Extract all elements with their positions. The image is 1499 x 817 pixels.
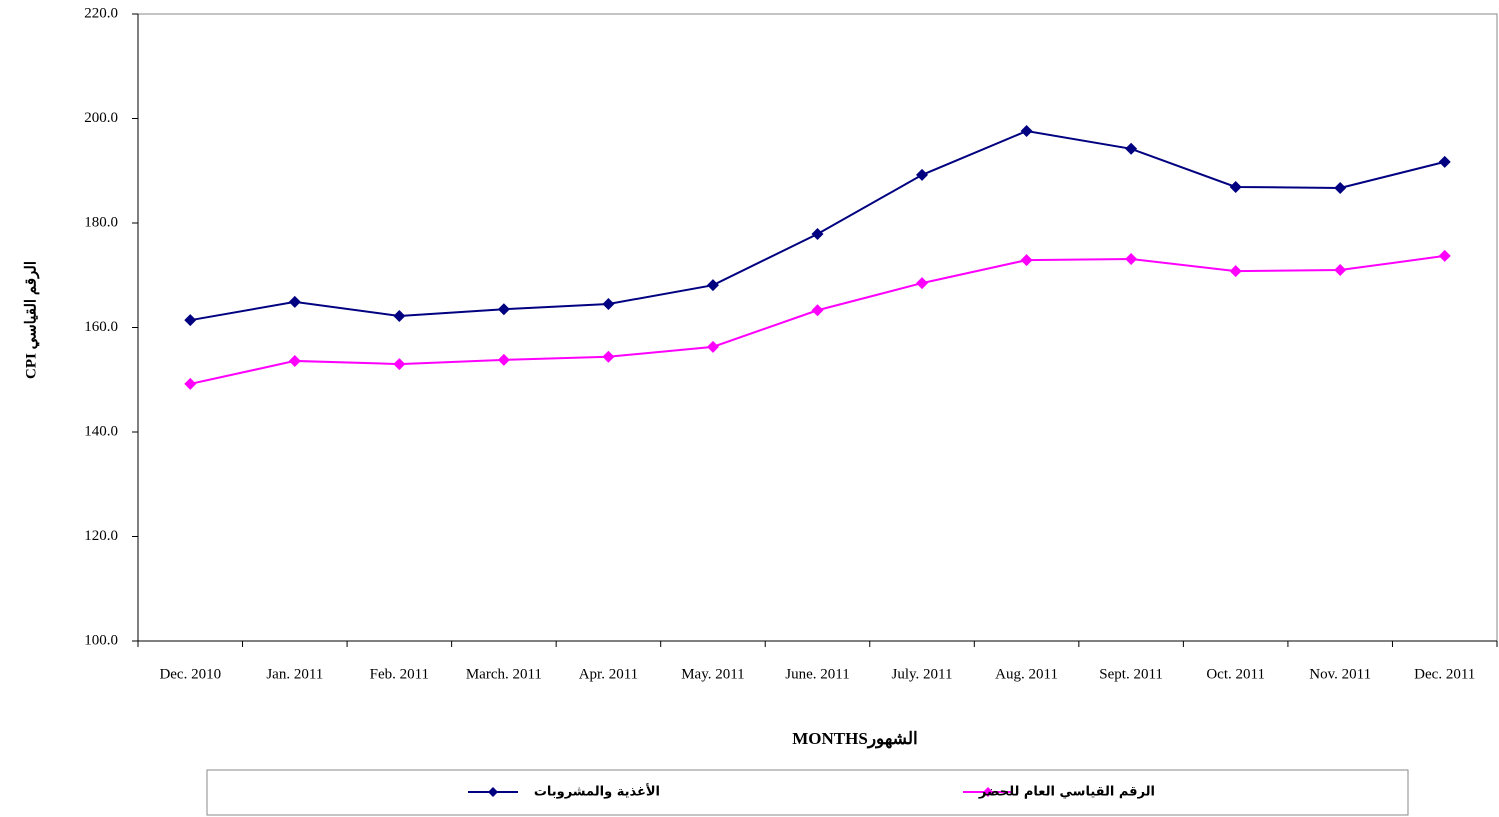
y-axis-title: CPI الرقم القياسي (23, 261, 40, 379)
legend-box (206, 769, 1409, 816)
data-point (288, 295, 301, 308)
x-tick-label: Aug. 2011 (995, 666, 1058, 682)
x-tick-label: July. 2011 (892, 666, 953, 682)
y-tick-label: 120.0 (84, 528, 118, 544)
data-point (1020, 254, 1033, 267)
data-point (497, 353, 510, 366)
y-tick-label: 180.0 (84, 214, 118, 230)
data-point (497, 303, 510, 316)
data-point (1229, 180, 1242, 193)
data-point (1334, 181, 1347, 194)
data-point (393, 358, 406, 371)
y-tick-label: 140.0 (84, 423, 118, 439)
data-point (916, 168, 929, 181)
data-point (602, 350, 615, 363)
x-tick-label: June. 2011 (785, 666, 849, 682)
data-point (706, 340, 719, 353)
y-tick-label: 160.0 (84, 319, 118, 335)
data-point (1334, 264, 1347, 277)
y-tick-label: 200.0 (84, 110, 118, 126)
data-point (184, 314, 197, 327)
legend-marker (488, 787, 498, 797)
data-point (706, 279, 719, 292)
x-tick-label: Dec. 2010 (159, 666, 221, 682)
data-point (288, 354, 301, 367)
series-line (190, 254, 1445, 385)
data-point (184, 377, 197, 390)
x-tick-label: Jan. 2011 (266, 666, 323, 682)
data-point (811, 227, 824, 240)
x-tick-label: Apr. 2011 (579, 666, 638, 682)
data-point (1229, 265, 1242, 278)
plot-area (137, 13, 1498, 642)
data-point (602, 297, 615, 310)
legend-label: الرقم القياسي العام للحضر (978, 785, 1155, 800)
x-tick-label: Feb. 2011 (370, 666, 429, 682)
legend-marker (983, 787, 993, 797)
data-point (393, 310, 406, 323)
series-line (190, 130, 1445, 322)
data-point (1125, 142, 1138, 155)
x-tick-label: March. 2011 (466, 666, 542, 682)
y-tick-label: 100.0 (84, 632, 118, 648)
data-point (1125, 253, 1138, 266)
data-point (1438, 249, 1451, 262)
x-tick-label: Dec. 2011 (1414, 666, 1475, 682)
x-tick-label: Sept. 2011 (1099, 666, 1163, 682)
data-point (811, 304, 824, 317)
x-axis-title: MONTHSالشهور (792, 729, 917, 749)
x-tick-label: May. 2011 (681, 666, 744, 682)
legend-label: الأغذية والمشروبات (534, 783, 660, 800)
x-tick-label: Oct. 2011 (1206, 666, 1265, 682)
data-point (1438, 155, 1451, 168)
y-tick-label: 220.0 (84, 5, 118, 21)
data-point (1020, 125, 1033, 138)
data-point (916, 277, 929, 290)
x-tick-label: Nov. 2011 (1309, 666, 1371, 682)
